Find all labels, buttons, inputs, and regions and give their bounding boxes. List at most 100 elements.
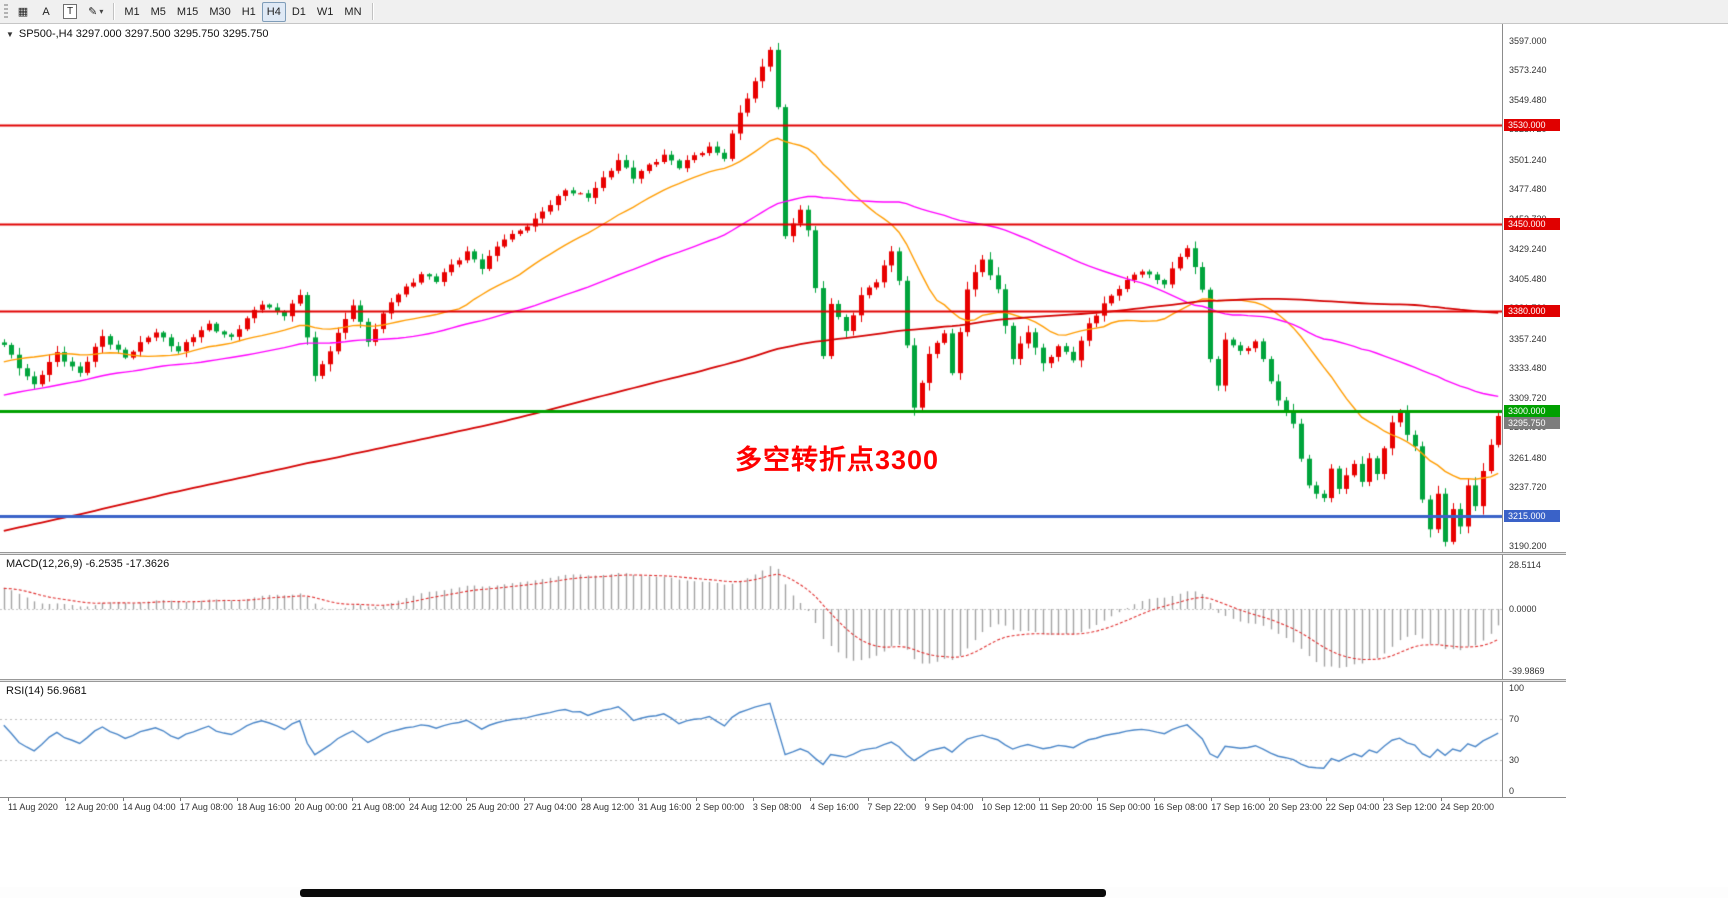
time-axis-label: 12 Aug 20:00 bbox=[65, 802, 119, 812]
time-axis-label: 7 Sep 22:00 bbox=[867, 802, 917, 812]
time-axis-label: 3 Sep 08:00 bbox=[752, 802, 802, 812]
time-axis-label: 11 Sep 20:00 bbox=[1039, 802, 1093, 812]
price-tick-label: 3333.480 bbox=[1509, 363, 1547, 374]
time-tick bbox=[409, 798, 411, 801]
time-tick bbox=[810, 798, 812, 801]
time-tick bbox=[1440, 798, 1442, 801]
price-tick-label: 3501.240 bbox=[1509, 154, 1547, 165]
macd-axis-label: 28.5114 bbox=[1509, 559, 1541, 570]
toolbar-separator bbox=[113, 3, 115, 20]
time-axis-label: 20 Aug 00:00 bbox=[294, 802, 348, 812]
price-tick-label: 3477.480 bbox=[1509, 184, 1547, 195]
time-tick bbox=[1154, 798, 1155, 801]
rsi-axis-label: 30 bbox=[1509, 755, 1520, 766]
main-toolbar: ▦ A T ✎ ▾ M1 M5 M15 M30 H1 H4 D1 W1 MN bbox=[0, 0, 1728, 24]
timeframe-button-d1[interactable]: D1 bbox=[291, 5, 306, 18]
toolbar-separator bbox=[371, 3, 373, 20]
time-tick bbox=[1096, 798, 1098, 801]
horizontal-scrollbar-thumb[interactable] bbox=[300, 889, 1106, 897]
rsi-indicator-label: RSI(14) 56.9681 bbox=[6, 685, 87, 697]
macd-axis-label: 0.0000 bbox=[1509, 604, 1537, 615]
current-price-tag: 3295.750 bbox=[1504, 416, 1560, 429]
time-tick bbox=[1211, 798, 1213, 801]
time-tick bbox=[122, 798, 124, 801]
price-tick-label: 3405.480 bbox=[1509, 273, 1547, 284]
timeframe-button-mn[interactable]: MN bbox=[344, 5, 362, 18]
hline-price-tag: 3300.000 bbox=[1504, 404, 1560, 417]
price-tick-label: 3549.480 bbox=[1509, 94, 1547, 105]
time-axis-label: 16 Sep 08:00 bbox=[1154, 802, 1208, 812]
price-tick-label: 3237.720 bbox=[1509, 482, 1547, 492]
time-axis-label: 14 Aug 04:00 bbox=[122, 802, 176, 812]
time-axis-label: 10 Sep 12:00 bbox=[982, 802, 1036, 812]
hline-price-tag: 3215.000 bbox=[1504, 510, 1560, 523]
time-tick bbox=[8, 798, 9, 801]
time-tick bbox=[695, 798, 697, 801]
timeframe-button-w1[interactable]: W1 bbox=[316, 5, 334, 18]
draw-pencil-tool[interactable]: ✎ ▾ bbox=[88, 6, 104, 18]
time-axis-label: 27 Aug 04:00 bbox=[523, 802, 577, 812]
price-tick-label: 3190.200 bbox=[1509, 541, 1547, 551]
time-axis-label: 4 Sep 16:00 bbox=[810, 802, 859, 812]
timeframe-button-h1[interactable]: H1 bbox=[241, 5, 256, 18]
time-tick bbox=[1039, 798, 1041, 801]
time-tick bbox=[179, 798, 181, 801]
time-axis-label: 24 Sep 20:00 bbox=[1440, 802, 1495, 812]
time-axis-label: 17 Aug 08:00 bbox=[179, 802, 233, 812]
time-axis-label: 28 Aug 12:00 bbox=[581, 802, 635, 812]
time-tick bbox=[924, 798, 926, 801]
time-tick bbox=[867, 798, 869, 801]
symbol-dropdown-icon[interactable]: ▼ bbox=[6, 29, 14, 39]
time-axis-label: 23 Sep 12:00 bbox=[1383, 802, 1437, 812]
macd-panel-canvas[interactable] bbox=[0, 555, 1502, 679]
time-axis-label: 17 Sep 16:00 bbox=[1211, 802, 1265, 812]
rsi-axis-label: 70 bbox=[1509, 713, 1520, 724]
rsi-axis-label: 100 bbox=[1509, 683, 1525, 693]
macd-indicator-label: MACD(12,26,9) -6.2535 -17.3626 bbox=[6, 558, 170, 570]
symbol-ohlc-text: SP500-,H4 3297.000 3297.500 3295.750 329… bbox=[18, 28, 269, 40]
price-tick-label: 3261.480 bbox=[1509, 452, 1547, 463]
text-label-tool[interactable]: T bbox=[58, 2, 82, 22]
time-tick bbox=[237, 798, 239, 801]
price-axis[interactable]: 3597.0003573.2403549.4803525.7203501.240… bbox=[1502, 24, 1566, 797]
time-tick bbox=[65, 798, 67, 801]
time-axis-label: 15 Sep 00:00 bbox=[1096, 802, 1151, 812]
drawing-tools-group: ▦ A T ✎ ▾ bbox=[12, 2, 108, 22]
rsi-panel-resize-divider[interactable] bbox=[0, 679, 1566, 682]
chart-header: ▼ SP500-,H4 3297.000 3297.500 3295.750 3… bbox=[6, 28, 269, 40]
timeframe-group: M1 M5 M15 M30 H1 H4 D1 W1 MN bbox=[119, 1, 366, 22]
time-tick bbox=[466, 798, 468, 801]
time-tick bbox=[638, 798, 640, 801]
hline-price-tag: 3380.000 bbox=[1504, 305, 1560, 318]
time-axis-label: 9 Sep 04:00 bbox=[924, 802, 974, 812]
time-tick bbox=[1383, 798, 1385, 801]
time-axis-label: 25 Aug 20:00 bbox=[466, 802, 520, 812]
price-tick-label: 3309.720 bbox=[1509, 392, 1547, 403]
horizontal-scrollbar-track[interactable] bbox=[0, 887, 1728, 898]
hline-price-tag: 3450.000 bbox=[1504, 218, 1560, 231]
time-axis[interactable]: 11 Aug 2020 12 Aug 20:00 14 Aug 04:00 17 Au… bbox=[0, 797, 1566, 814]
rsi-panel-canvas[interactable] bbox=[0, 682, 1502, 797]
time-axis-label: 18 Aug 16:00 bbox=[237, 802, 291, 812]
hline-price-tag: 3530.000 bbox=[1504, 119, 1560, 132]
annotation-text-tool[interactable]: A bbox=[42, 5, 50, 18]
timeframe-button-h4[interactable]: H4 bbox=[261, 1, 286, 22]
dropdown-chevron-icon: ▾ bbox=[99, 7, 104, 16]
price-tick-label: 3429.240 bbox=[1509, 244, 1547, 255]
timeframe-button-m5[interactable]: M5 bbox=[150, 5, 166, 18]
time-axis-label: 21 Aug 08:00 bbox=[351, 802, 405, 812]
timeframe-button-m30[interactable]: M30 bbox=[209, 5, 231, 18]
price-chart-canvas[interactable] bbox=[0, 24, 1502, 552]
toolbar-grip[interactable] bbox=[4, 3, 8, 20]
price-tick-label: 3573.240 bbox=[1509, 65, 1547, 76]
time-tick bbox=[1268, 798, 1270, 801]
macd-panel-resize-divider[interactable] bbox=[0, 552, 1566, 555]
time-axis-label: 31 Aug 16:00 bbox=[638, 802, 692, 812]
timeframe-button-m15[interactable]: M15 bbox=[176, 5, 199, 18]
time-tick bbox=[1325, 798, 1327, 801]
time-axis-label: 20 Sep 23:00 bbox=[1268, 802, 1323, 812]
timeframe-button-m1[interactable]: M1 bbox=[124, 5, 140, 18]
time-axis-label: 11 Aug 2020 bbox=[8, 802, 58, 812]
chart-grid-icon[interactable]: ▦ bbox=[17, 6, 29, 18]
